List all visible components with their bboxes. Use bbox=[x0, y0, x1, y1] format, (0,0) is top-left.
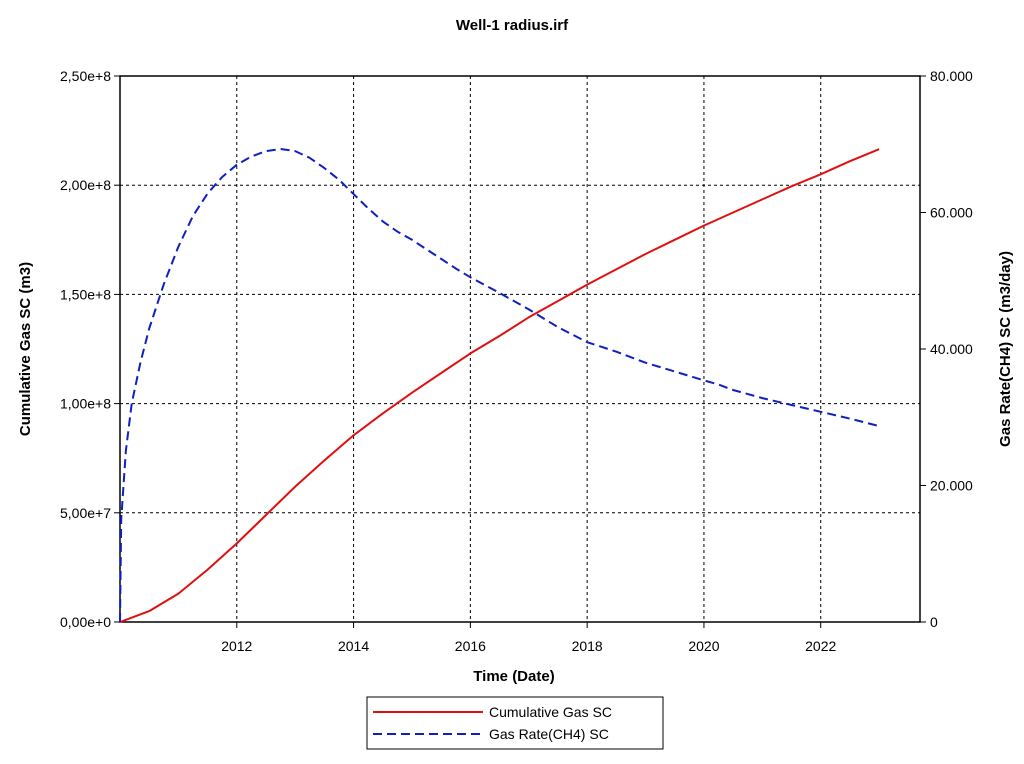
x-tick-label: 2020 bbox=[688, 638, 719, 654]
y-right-tick-label: 80.000 bbox=[930, 68, 973, 84]
legend-box bbox=[366, 696, 664, 750]
y-left-tick-label: 2,50e+8 bbox=[60, 68, 111, 84]
y-left-axis-title: Cumulative Gas SC (m3) bbox=[17, 262, 34, 436]
y-left-tick-label: 1,00e+8 bbox=[60, 396, 111, 412]
legend-label-cumulative-gas: Cumulative Gas SC bbox=[489, 704, 612, 720]
y-left-tick-label: 1,50e+8 bbox=[60, 286, 111, 302]
x-tick-label: 2014 bbox=[338, 638, 369, 654]
y-left-axis: 0,00e+0 5,00e+7 1,00e+8 1,50e+8 2,00e+8 2,50e… bbox=[60, 68, 120, 630]
y-right-axis: 0 20.000 40.000 60.000 80.000 bbox=[920, 68, 973, 630]
legend-label-gas-rate: Gas Rate(CH4) SC bbox=[489, 726, 609, 742]
series-layer bbox=[119, 148, 880, 623]
y-right-tick-label: 20.000 bbox=[930, 478, 973, 494]
series-line-cumulative-gas bbox=[119, 148, 880, 623]
y-right-tick-label: 40.000 bbox=[930, 341, 973, 357]
y-left-tick-label: 5,00e+7 bbox=[60, 505, 111, 521]
y-left-tick-label: 0,00e+0 bbox=[60, 614, 111, 630]
y-right-axis-title: Gas Rate(CH4) SC (m3/day) bbox=[997, 251, 1014, 447]
y-right-tick-label: 60.000 bbox=[930, 205, 973, 221]
chart-title: Well-1 radius.irf bbox=[456, 17, 569, 34]
x-axis-title: Time (Date) bbox=[473, 668, 554, 685]
x-tick-label: 2012 bbox=[221, 638, 252, 654]
x-axis: 2012 2014 2016 2018 2020 2022 bbox=[221, 622, 837, 654]
x-tick-label: 2022 bbox=[805, 638, 836, 654]
y-right-tick-label: 0 bbox=[930, 614, 938, 630]
x-tick-label: 2018 bbox=[572, 638, 603, 654]
x-tick-label: 2016 bbox=[455, 638, 486, 654]
series-line-gas-rate bbox=[119, 148, 880, 623]
legend: Cumulative Gas SC Gas Rate(CH4) SC bbox=[366, 696, 664, 750]
y-left-tick-label: 2,00e+8 bbox=[60, 177, 111, 193]
